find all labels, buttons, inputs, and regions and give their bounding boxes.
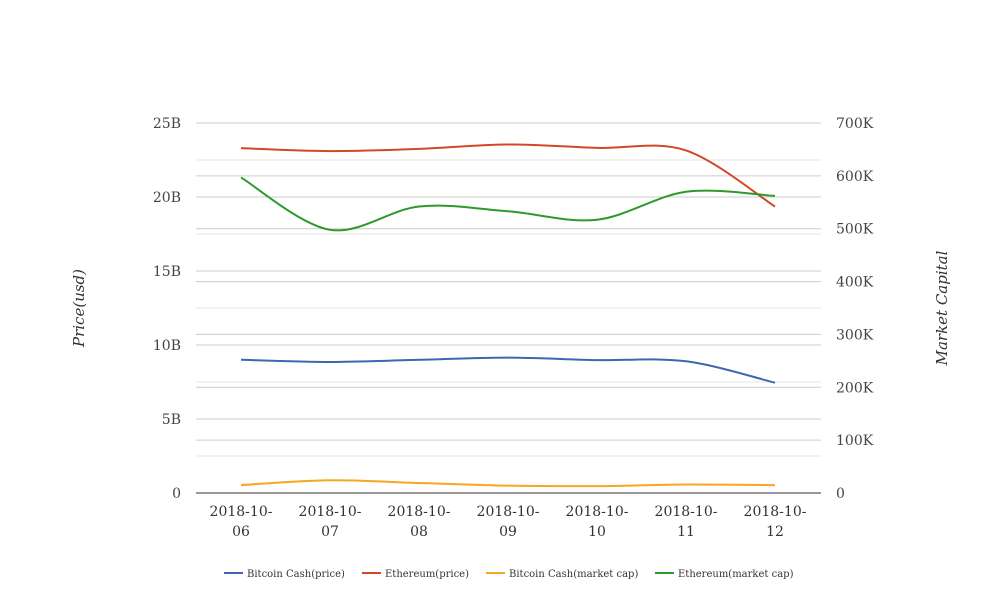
legend-label-bitcoin-cash-price: Bitcoin Cash(price) xyxy=(247,569,345,580)
series-lines xyxy=(240,143,776,488)
right-axis-ticks: 0 100K 200K 300K 400K 500K 600K 700K xyxy=(836,116,874,502)
legend: Bitcoin Cash(price) Ethereum(price) Bitcoi… xyxy=(224,569,794,580)
legend-label-ethereum-price: Ethereum(price) xyxy=(385,569,469,580)
left-tick-label: 15B xyxy=(153,264,181,280)
x-tick-label: 2018-10-11 xyxy=(655,504,718,540)
right-tick-label: 300K xyxy=(836,327,874,343)
x-tick-label: 2018-10-06 xyxy=(210,504,273,540)
x-tick-label: 2018-10-08 xyxy=(388,504,451,540)
right-tick-label: 200K xyxy=(836,380,874,396)
grid-lines xyxy=(196,122,821,457)
series-line-bitcoin-cash-price xyxy=(240,356,776,384)
right-axis-title: Market Capital xyxy=(933,250,951,366)
series-line-ethereum-market-cap xyxy=(240,176,776,232)
series-line-ethereum-price xyxy=(240,143,776,208)
right-tick-label: 600K xyxy=(836,169,874,185)
left-tick-label: 25B xyxy=(153,116,181,132)
legend-label-ethereum-market-cap: Ethereum(market cap) xyxy=(678,569,794,580)
right-tick-label: 0 xyxy=(836,486,845,502)
right-tick-label: 100K xyxy=(836,433,874,449)
series-line-bitcoin-cash-market-cap xyxy=(240,479,776,488)
x-tick-label: 2018-10-09 xyxy=(477,504,540,540)
left-axis-ticks: 0 5B 10B 15B 20B 25B xyxy=(153,116,181,502)
x-tick-label: 2018-10-10 xyxy=(566,504,629,540)
left-axis-title: Price(usd) xyxy=(70,269,88,348)
left-tick-label: 0 xyxy=(172,486,181,502)
right-tick-label: 500K xyxy=(836,222,874,238)
right-tick-label: 700K xyxy=(836,116,874,132)
left-tick-label: 20B xyxy=(153,190,181,206)
x-axis-ticks: 2018-10-06 2018-10-07 2018-10-08 2018-10-09… xyxy=(210,504,807,540)
left-tick-label: 10B xyxy=(153,338,181,354)
right-tick-label: 400K xyxy=(836,275,874,291)
x-tick-label: 2018-10-07 xyxy=(299,504,362,540)
legend-label-bitcoin-cash-market-cap: Bitcoin Cash(market cap) xyxy=(509,569,638,580)
left-tick-label: 5B xyxy=(162,412,181,428)
x-tick-label: 2018-10-12 xyxy=(744,504,807,540)
